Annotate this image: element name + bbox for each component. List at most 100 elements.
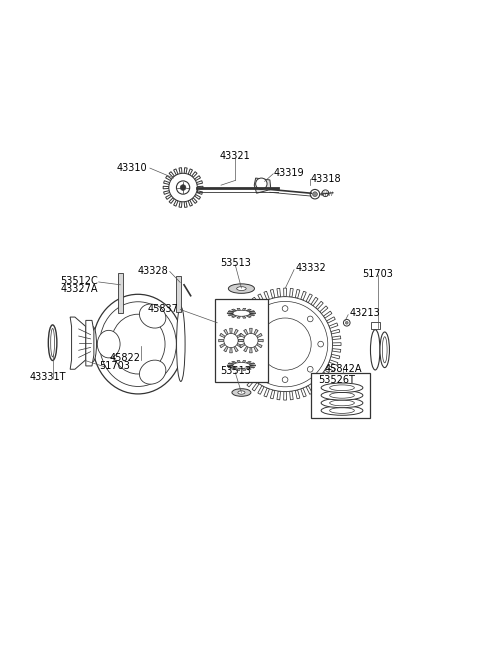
Polygon shape	[264, 291, 269, 300]
Ellipse shape	[228, 284, 254, 293]
Polygon shape	[240, 333, 245, 338]
Polygon shape	[238, 311, 247, 318]
Bar	[118, 273, 123, 313]
Polygon shape	[192, 172, 197, 178]
Polygon shape	[220, 343, 225, 348]
Polygon shape	[227, 313, 233, 314]
Polygon shape	[326, 317, 336, 323]
Polygon shape	[220, 333, 225, 338]
Ellipse shape	[89, 327, 96, 362]
Ellipse shape	[237, 287, 246, 291]
Circle shape	[180, 185, 186, 191]
Polygon shape	[324, 311, 332, 318]
Polygon shape	[326, 365, 336, 371]
Polygon shape	[329, 360, 338, 365]
Polygon shape	[257, 333, 262, 338]
Ellipse shape	[139, 304, 166, 328]
Ellipse shape	[233, 310, 250, 316]
Polygon shape	[254, 346, 258, 352]
Polygon shape	[295, 290, 300, 298]
Circle shape	[247, 341, 252, 347]
Polygon shape	[284, 392, 287, 400]
Text: 45837: 45837	[147, 303, 179, 314]
Text: 53512C: 53512C	[60, 276, 97, 286]
Circle shape	[322, 190, 329, 196]
Polygon shape	[229, 343, 238, 346]
Polygon shape	[184, 168, 187, 174]
Polygon shape	[228, 314, 234, 316]
Polygon shape	[237, 343, 242, 348]
Polygon shape	[237, 360, 240, 363]
Polygon shape	[228, 363, 234, 364]
Circle shape	[169, 174, 197, 202]
Polygon shape	[242, 309, 246, 310]
Ellipse shape	[330, 407, 354, 413]
Polygon shape	[166, 176, 172, 181]
Ellipse shape	[100, 302, 176, 386]
Ellipse shape	[177, 307, 185, 381]
Polygon shape	[249, 314, 255, 316]
Polygon shape	[70, 317, 86, 369]
Polygon shape	[270, 390, 275, 399]
Text: 43319: 43319	[273, 168, 304, 178]
Text: 43327A: 43327A	[60, 284, 97, 293]
Polygon shape	[264, 388, 269, 397]
Polygon shape	[196, 181, 203, 185]
Text: 51703: 51703	[99, 362, 130, 371]
Polygon shape	[284, 288, 287, 297]
Circle shape	[307, 316, 313, 322]
Polygon shape	[247, 379, 254, 387]
Polygon shape	[166, 195, 172, 199]
Polygon shape	[258, 339, 263, 342]
Ellipse shape	[97, 330, 120, 358]
Polygon shape	[228, 310, 234, 312]
Polygon shape	[258, 386, 264, 394]
Polygon shape	[249, 363, 255, 364]
Polygon shape	[232, 323, 241, 328]
Polygon shape	[324, 370, 332, 377]
Polygon shape	[231, 367, 237, 369]
Polygon shape	[232, 360, 241, 365]
Ellipse shape	[321, 406, 363, 415]
Text: 43332: 43332	[296, 263, 327, 273]
Polygon shape	[231, 309, 237, 311]
Polygon shape	[250, 365, 255, 366]
Polygon shape	[196, 191, 203, 195]
Polygon shape	[250, 313, 255, 314]
Ellipse shape	[321, 383, 363, 392]
Circle shape	[229, 288, 341, 400]
Text: 53513: 53513	[220, 366, 251, 376]
Polygon shape	[277, 391, 280, 400]
Polygon shape	[238, 370, 247, 377]
Circle shape	[242, 301, 328, 387]
Polygon shape	[306, 386, 312, 394]
Text: 45822: 45822	[109, 353, 140, 364]
Polygon shape	[231, 362, 237, 364]
Polygon shape	[249, 310, 255, 312]
Polygon shape	[289, 288, 293, 297]
Ellipse shape	[383, 337, 387, 363]
Polygon shape	[258, 294, 264, 303]
Polygon shape	[230, 328, 232, 333]
Polygon shape	[333, 343, 341, 346]
Polygon shape	[301, 388, 306, 397]
Polygon shape	[316, 301, 323, 309]
Ellipse shape	[93, 294, 183, 394]
Polygon shape	[188, 169, 192, 175]
Polygon shape	[254, 329, 258, 335]
Text: 53526T: 53526T	[318, 375, 355, 384]
Polygon shape	[234, 329, 238, 335]
Polygon shape	[247, 301, 254, 309]
Circle shape	[224, 333, 238, 348]
Polygon shape	[311, 383, 318, 391]
Text: 43331T: 43331T	[30, 372, 66, 382]
Polygon shape	[228, 367, 234, 368]
Ellipse shape	[139, 360, 166, 384]
Ellipse shape	[51, 328, 55, 357]
Ellipse shape	[330, 400, 354, 406]
Polygon shape	[331, 354, 340, 359]
Polygon shape	[331, 329, 340, 334]
Ellipse shape	[371, 329, 380, 370]
Text: 43213: 43213	[349, 309, 380, 318]
Ellipse shape	[238, 391, 245, 394]
